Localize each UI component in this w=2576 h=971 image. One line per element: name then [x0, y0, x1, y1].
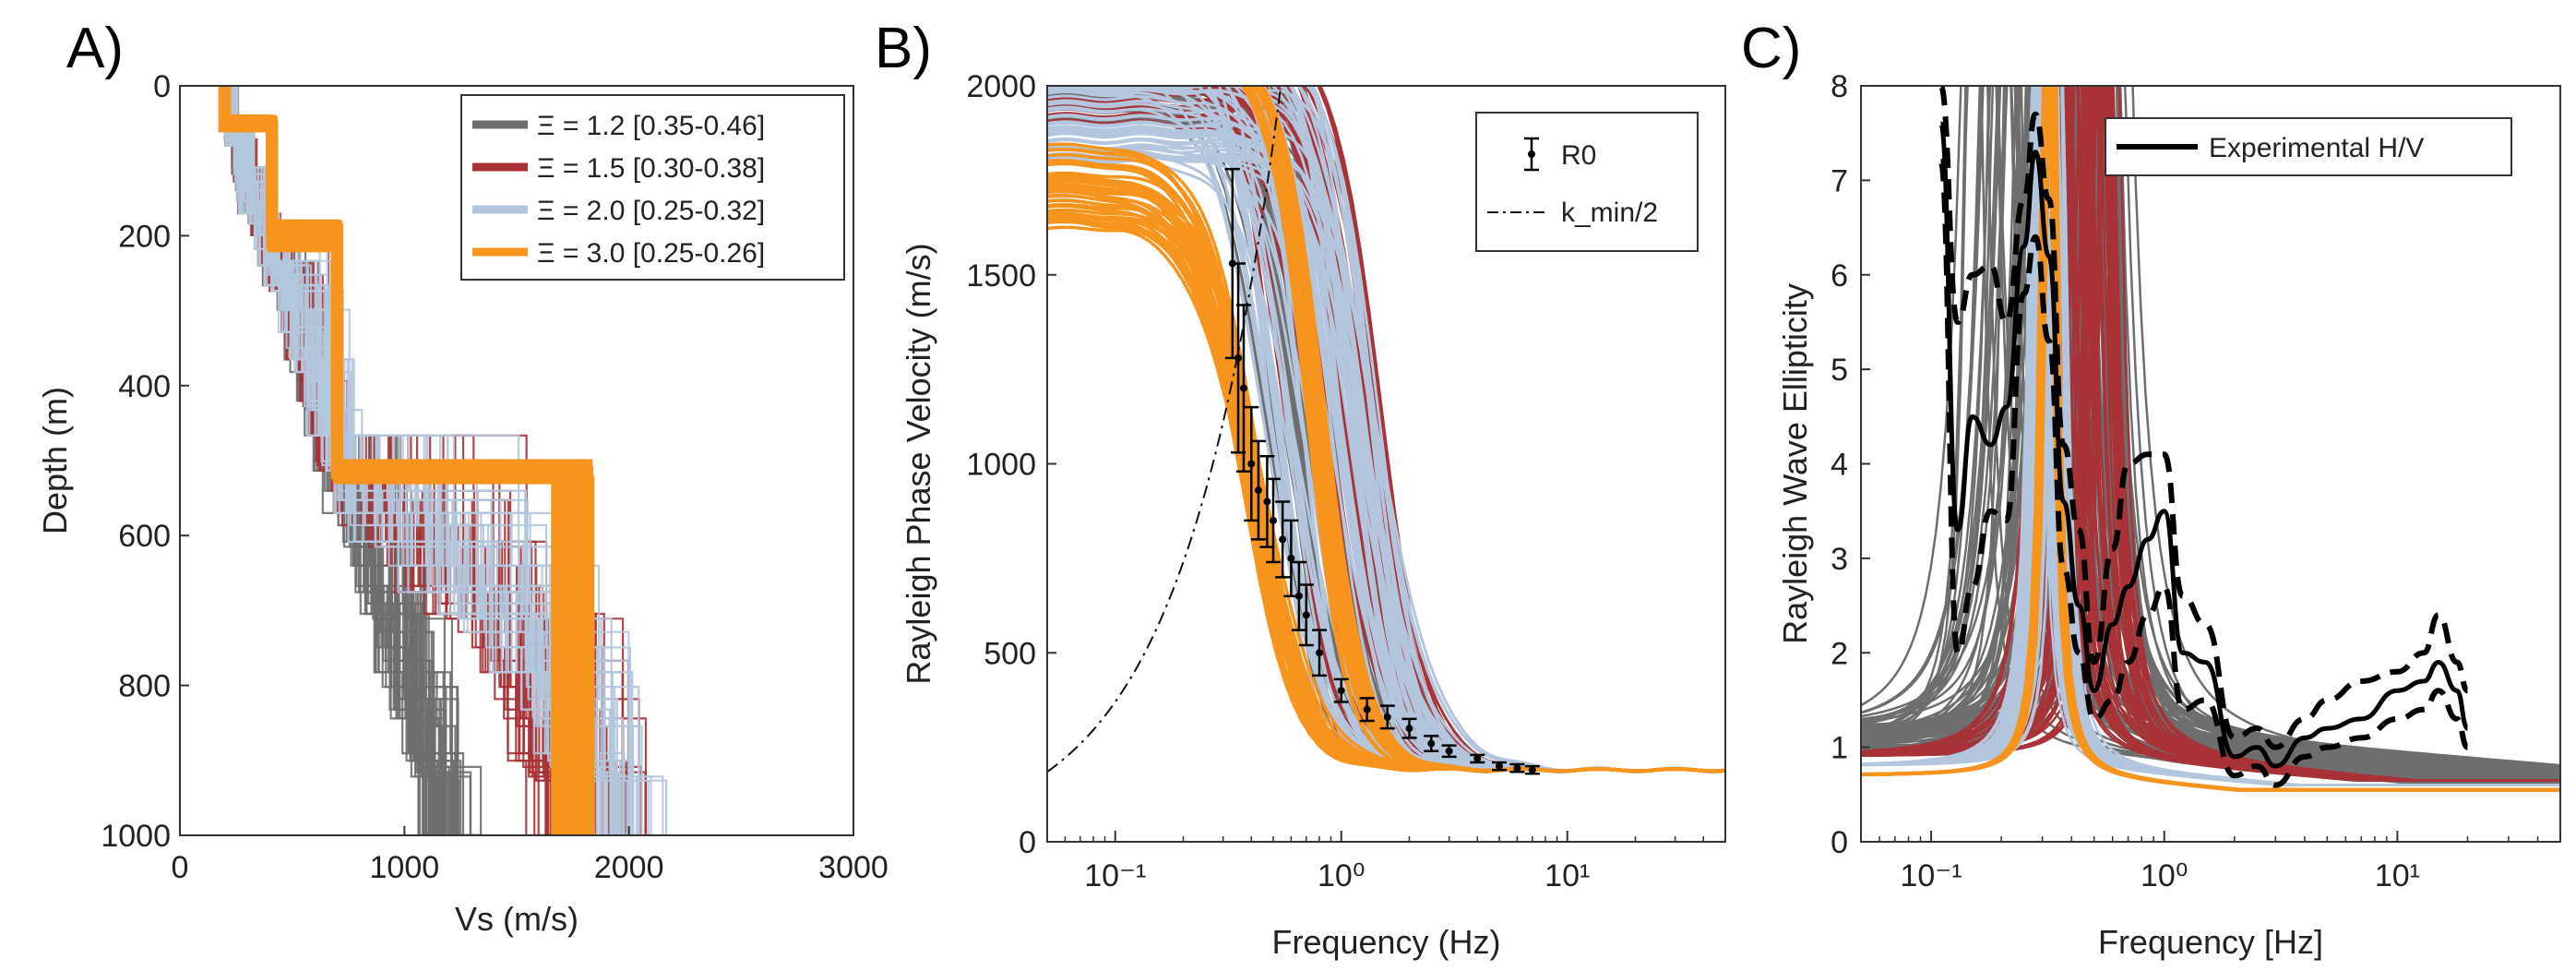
x-tick-label: 3000 — [818, 850, 888, 885]
x-tick-label: 10⁰ — [2141, 858, 2188, 893]
y-tick-label: 5 — [1831, 353, 1848, 388]
x-tick-label: 0 — [172, 850, 189, 885]
legend-entry: Ξ = 3.0 [0.25-0.26] — [537, 238, 765, 269]
y-tick-label: 6 — [1831, 258, 1848, 294]
x-tick-label: 1000 — [370, 850, 440, 885]
legend-entry: Ξ = 1.5 [0.30-0.38] — [537, 153, 765, 184]
profile-line — [222, 86, 586, 835]
x-tick-label: 10⁻¹ — [1901, 858, 1962, 893]
r0-point — [1279, 535, 1287, 544]
panel-label: B) — [875, 17, 932, 80]
r0-point — [1445, 747, 1453, 755]
y-tick-label: 800 — [118, 669, 171, 704]
hv-lower-bound — [1938, 158, 2470, 788]
legend-box — [1475, 112, 1699, 252]
panel-label: A) — [66, 17, 124, 80]
y-tick-label: 600 — [118, 519, 171, 554]
r0-point — [1247, 460, 1256, 468]
model-curve — [1861, 86, 2560, 786]
model-curve — [1861, 86, 2560, 778]
y-tick-label: 7 — [1831, 163, 1848, 198]
r0-point — [1363, 705, 1371, 713]
y-tick-label: 1000 — [101, 819, 171, 854]
legend-point-icon — [1528, 150, 1535, 158]
y-tick-label: 8 — [1831, 69, 1848, 104]
model-curve — [1246, 86, 1725, 773]
y-axis-label: Rayleigh Wave Ellipticity — [1776, 283, 1814, 644]
legend-entry: Ξ = 2.0 [0.25-0.32] — [537, 196, 765, 226]
legend-entry: Experimental H/V — [2209, 133, 2424, 163]
r0-point — [1287, 554, 1295, 562]
y-tick-label: 4 — [1831, 448, 1848, 483]
profile-line — [225, 86, 579, 835]
plot-area-b — [1047, 86, 1725, 775]
x-tick-label: 10¹ — [1544, 858, 1590, 893]
y-tick-label: 1500 — [966, 258, 1036, 294]
model-curve — [1861, 86, 2560, 785]
r0-point — [1316, 649, 1324, 657]
y-tick-label: 0 — [1019, 825, 1036, 860]
y-tick-label: 200 — [118, 219, 171, 254]
hv-mean-curve — [1938, 121, 2470, 769]
r0-point — [1263, 497, 1271, 506]
r0-point — [1337, 687, 1345, 695]
r0-point — [1473, 754, 1482, 762]
r0-point — [1234, 354, 1243, 362]
profile-line — [225, 86, 573, 835]
legend-entry: R0 — [1561, 140, 1596, 171]
legend-entry: Ξ = 1.2 [0.35-0.46] — [537, 111, 765, 141]
model-curve — [1861, 86, 2560, 792]
x-tick-label: 10⁰ — [1318, 858, 1365, 893]
plot-area-a — [218, 86, 668, 835]
y-tick-label: 0 — [1831, 825, 1848, 860]
y-tick-label: 0 — [153, 69, 171, 104]
r0-point — [1254, 486, 1262, 495]
r0-point — [1496, 762, 1503, 771]
r0-point — [1239, 384, 1247, 392]
x-tick-label: 10⁻¹ — [1084, 858, 1146, 893]
r0-point — [1405, 725, 1413, 733]
model-curve — [1861, 86, 2560, 782]
series-3 — [218, 86, 595, 835]
y-tick-label: 3 — [1831, 542, 1848, 577]
y-tick-label: 1 — [1831, 731, 1848, 766]
x-axis-label: Vs (m/s) — [455, 900, 578, 938]
panel-label: C) — [1741, 17, 1802, 80]
r0-point — [1383, 713, 1391, 721]
y-tick-label: 2000 — [966, 69, 1036, 104]
hv-upper-bound — [1938, 86, 2470, 750]
plot-area-c — [1861, 86, 2560, 792]
y-axis-label: Rayleigh Phase Velocity (m/s) — [900, 243, 937, 684]
profile-line — [227, 86, 604, 835]
r0-point — [1302, 611, 1310, 619]
kmin-curve — [1047, 86, 1282, 773]
x-tick-label: 10¹ — [2375, 858, 2420, 893]
model-curve — [1861, 86, 2560, 773]
y-axis-label: Depth (m) — [36, 387, 74, 534]
panel-b: 10⁻¹ 10⁰ 10¹ 0 500 1000 1500 2000 Frequency (Hz)… — [900, 69, 1726, 961]
r0-point — [1513, 764, 1521, 773]
x-axis-label: Frequency [Hz] — [2098, 923, 2323, 961]
y-tick-label: 400 — [118, 369, 171, 404]
panel-c: 10⁻¹ 10⁰ 10¹ 0 1 2 3 4 5 6 7 8 Frequency [Hz] Rayleig… — [1776, 69, 2561, 961]
r0-point — [1528, 766, 1536, 774]
x-axis-label: Frequency (Hz) — [1271, 923, 1500, 961]
y-tick-label: 2 — [1831, 636, 1848, 671]
x-tick-label: 2000 — [594, 850, 664, 885]
y-tick-label: 500 — [984, 636, 1036, 671]
r0-point — [1270, 516, 1277, 524]
r0-point — [1294, 592, 1303, 600]
model-curve — [1861, 86, 2560, 777]
legend-entry: k_min/2 — [1561, 198, 1658, 228]
r0-point — [1427, 739, 1436, 748]
y-tick-label: 1000 — [966, 448, 1036, 483]
plot-frame — [179, 85, 854, 836]
model-curve — [1861, 86, 2560, 774]
